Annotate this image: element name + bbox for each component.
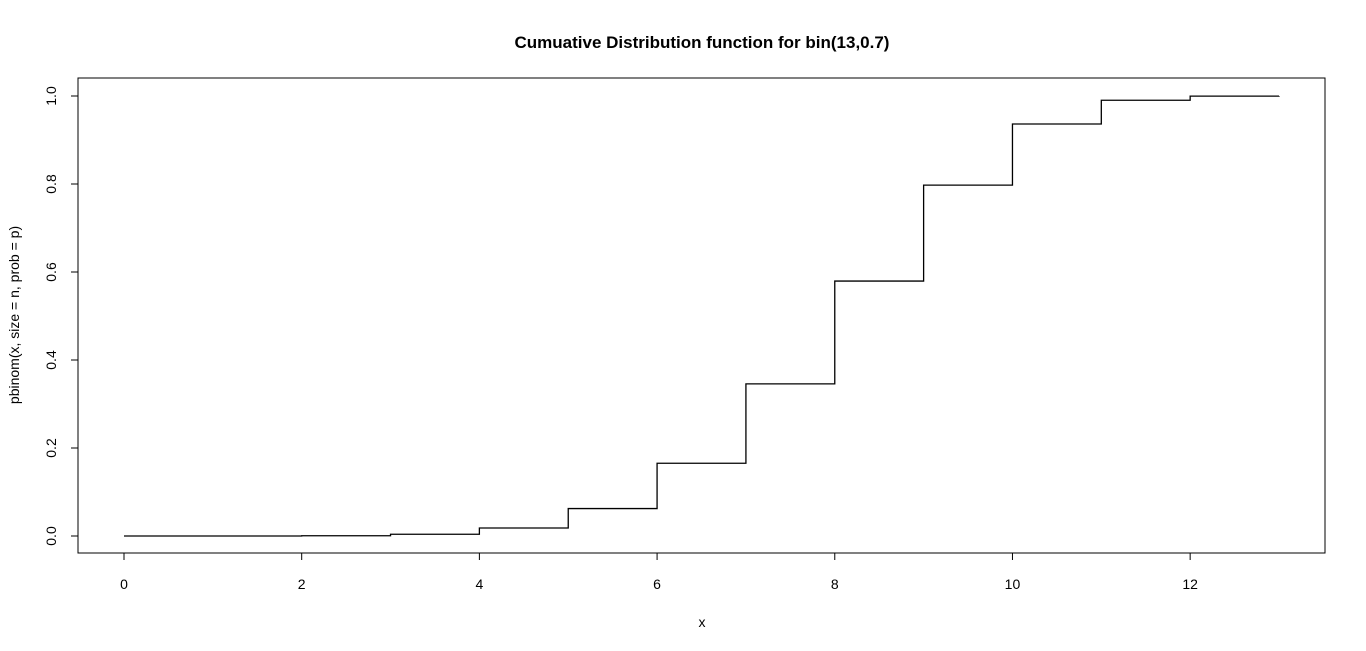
y-tick-label: 0.0 <box>43 526 59 546</box>
series-layer <box>124 95 1280 537</box>
cdf-step-line <box>124 95 1280 537</box>
x-tick-label: 10 <box>1005 576 1021 592</box>
plot-frame <box>77 77 1326 554</box>
y-tick-label: 0.6 <box>43 262 59 282</box>
y-tick-label: 0.8 <box>43 174 59 194</box>
x-tick-label: 4 <box>475 576 483 592</box>
chart-title: Cumuative Distribution function for bin(… <box>515 33 890 52</box>
y-tick-label: 1.0 <box>43 86 59 106</box>
y-tick-label: 0.2 <box>43 438 59 458</box>
x-tick-label: 2 <box>298 576 306 592</box>
x-tick-label: 12 <box>1182 576 1198 592</box>
x-axis: 0 2 4 6 8 10 12 <box>120 552 1198 592</box>
x-tick-label: 6 <box>653 576 661 592</box>
x-tick-label: 0 <box>120 576 128 592</box>
y-tick-label: 0.4 <box>43 350 59 370</box>
x-tick-label: 8 <box>831 576 839 592</box>
x-axis-label: x <box>699 614 706 630</box>
y-axis: 0.0 0.2 0.4 0.6 0.8 1.0 <box>43 86 79 546</box>
y-axis-label: pbinom(x, size = n, prob = p) <box>6 226 22 404</box>
